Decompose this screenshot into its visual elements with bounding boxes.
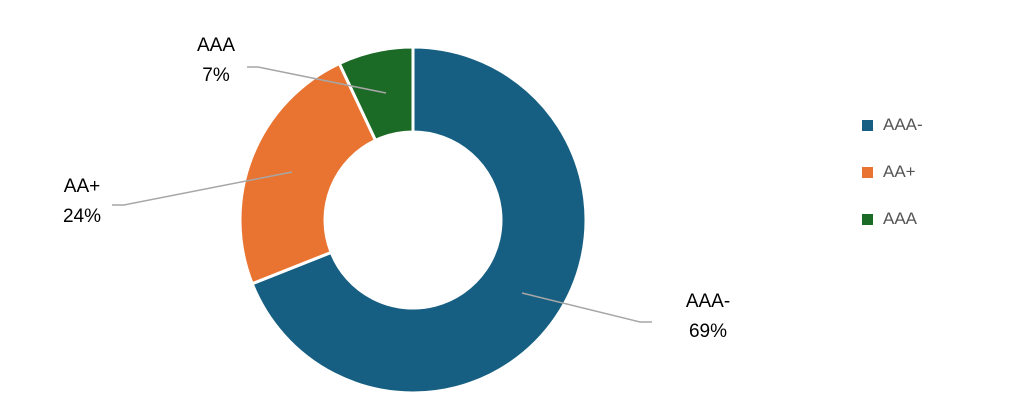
data-label-value: 69% (689, 321, 727, 342)
legend-label: AA+ (883, 162, 916, 181)
legend: AAA- AA+ AAA (862, 113, 923, 254)
data-label-value: 24% (63, 206, 101, 227)
data-label-category: AAA- (686, 291, 730, 312)
legend-item-aaa[interactable]: AAA (862, 207, 923, 231)
slices-group (238, 45, 588, 395)
slice-aaa-minus[interactable] (250, 45, 588, 395)
legend-swatch (862, 213, 873, 225)
legend-swatch (862, 166, 873, 178)
data-labels-group: AAA- 69% AA+ 24% AAA 7% (63, 35, 730, 342)
data-label-category: AAA (197, 35, 235, 56)
legend-item-aa-plus[interactable]: AA+ (862, 160, 923, 184)
leader-line (247, 66, 387, 94)
legend-label: AAA- (883, 115, 923, 134)
legend-swatch (862, 119, 873, 131)
legend-label: AAA (883, 209, 918, 228)
leader-lines-group (112, 66, 652, 323)
leader-line (521, 292, 652, 323)
slice-aaa[interactable] (337, 45, 415, 143)
slice-aa-plus[interactable] (238, 61, 378, 286)
data-label-category: AA+ (64, 176, 100, 197)
legend-item-aaa-minus[interactable]: AAA- (862, 113, 923, 137)
data-label-value: 7% (202, 65, 230, 86)
leader-line (112, 171, 293, 206)
